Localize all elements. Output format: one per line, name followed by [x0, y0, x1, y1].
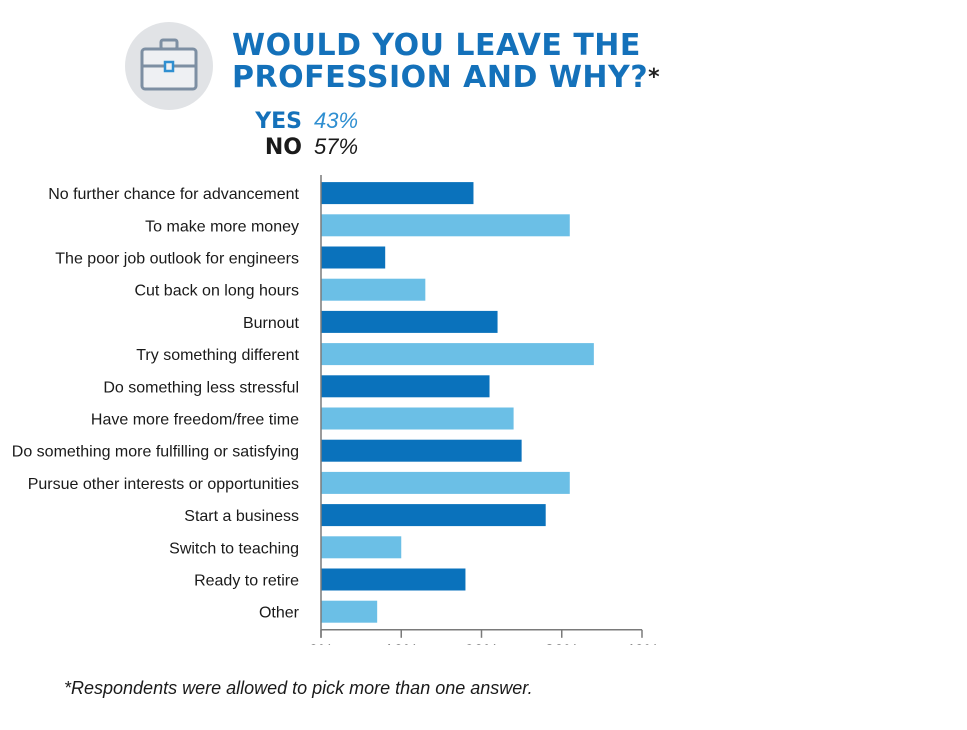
answer-no: NO 57%	[232, 134, 358, 161]
bar	[321, 343, 594, 366]
title-line-2: PROFESSION AND WHY?*	[232, 62, 660, 94]
category-label: Other	[259, 605, 300, 622]
category-label: Try something different	[136, 347, 299, 364]
bar	[321, 310, 498, 333]
answer-yes: YES 43%	[232, 108, 358, 135]
category-label: The poor job outlook for engineers	[55, 251, 299, 268]
briefcase-icon	[140, 38, 198, 91]
x-tick-label: 10%	[384, 641, 418, 645]
bar	[321, 214, 570, 237]
bar	[321, 278, 426, 301]
category-label: Have more freedom/free time	[91, 412, 299, 429]
answer-no-label: NO	[264, 135, 302, 160]
answer-yes-value: 43%	[314, 108, 359, 133]
bar	[321, 182, 474, 205]
title-line-2-text: PROFESSION AND WHY?	[232, 60, 649, 95]
x-tick-label: 30%	[545, 641, 579, 645]
answer-no-value: 57%	[314, 134, 359, 159]
answer-yes-label: YES	[255, 109, 302, 134]
bar	[321, 439, 522, 462]
title-line-1: WOULD YOU LEAVE THE	[232, 28, 641, 63]
bar	[321, 375, 490, 398]
category-label: Do something more fulfilling or satisfyi…	[12, 444, 299, 461]
bar	[321, 471, 570, 494]
category-label: Burnout	[243, 315, 300, 332]
footnote: *Respondents were allowed to pick more t…	[64, 678, 533, 698]
bar-chart: No further chance for advancement To make…	[12, 175, 659, 645]
chart-title: WOULD YOU LEAVE THE PROFESSION AND WHY?*	[232, 30, 660, 94]
category-label: Switch to teaching	[169, 540, 299, 557]
x-tick-label: 20%	[464, 641, 498, 645]
title-asterisk: *	[648, 65, 661, 90]
bar	[321, 568, 466, 591]
bar	[321, 246, 386, 269]
category-label: Ready to retire	[194, 573, 299, 590]
category-label: Start a business	[184, 508, 299, 525]
bar	[321, 600, 378, 623]
briefcase-icon-badge	[125, 22, 213, 110]
category-label: No further chance for advancement	[48, 186, 299, 203]
x-tick-label: 0%	[309, 641, 334, 645]
category-label: Do something less stressful	[103, 379, 299, 396]
x-tick-label: 40%	[625, 641, 659, 645]
category-label: Pursue other interests or opportunities	[28, 476, 299, 493]
category-label: Cut back on long hours	[134, 283, 299, 300]
category-label: To make more money	[145, 218, 299, 235]
bar	[321, 407, 514, 430]
bar	[321, 536, 402, 559]
bar	[321, 504, 546, 527]
